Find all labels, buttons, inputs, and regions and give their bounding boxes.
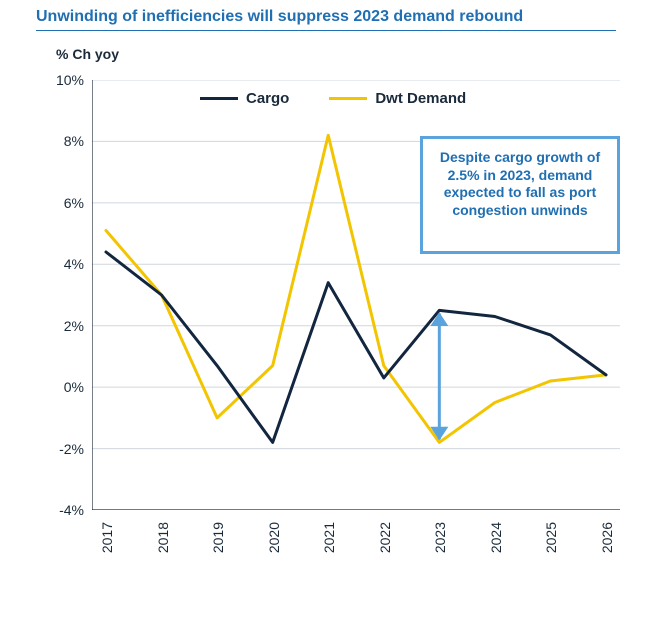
y-tick-label: 2% — [64, 318, 84, 334]
y-tick-label: 10% — [56, 72, 84, 88]
x-tick-label: 2017 — [99, 522, 115, 553]
x-tick-label: 2024 — [488, 522, 504, 553]
chart-container: Unwinding of inefficiencies will suppres… — [0, 0, 652, 617]
y-tick-label: 8% — [64, 133, 84, 149]
y-tick-label: 0% — [64, 379, 84, 395]
chart-title: Unwinding of inefficiencies will suppres… — [36, 8, 523, 26]
y-tick-label: 4% — [64, 256, 84, 272]
y-tick-label: -2% — [59, 441, 84, 457]
x-tick-label: 2018 — [155, 522, 171, 553]
x-tick-label: 2026 — [599, 522, 615, 553]
x-tick-label: 2022 — [377, 522, 393, 553]
x-tick-label: 2025 — [543, 522, 559, 553]
x-tick-label: 2019 — [210, 522, 226, 553]
x-tick-label: 2020 — [266, 522, 282, 553]
title-underline — [36, 30, 616, 31]
callout-box: Despite cargo growth of 2.5% in 2023, de… — [420, 136, 620, 254]
x-tick-label: 2021 — [321, 522, 337, 553]
y-tick-label: 6% — [64, 195, 84, 211]
y-tick-label: -4% — [59, 502, 84, 518]
x-tick-label: 2023 — [432, 522, 448, 553]
y-axis-label: % Ch yoy — [56, 46, 119, 62]
